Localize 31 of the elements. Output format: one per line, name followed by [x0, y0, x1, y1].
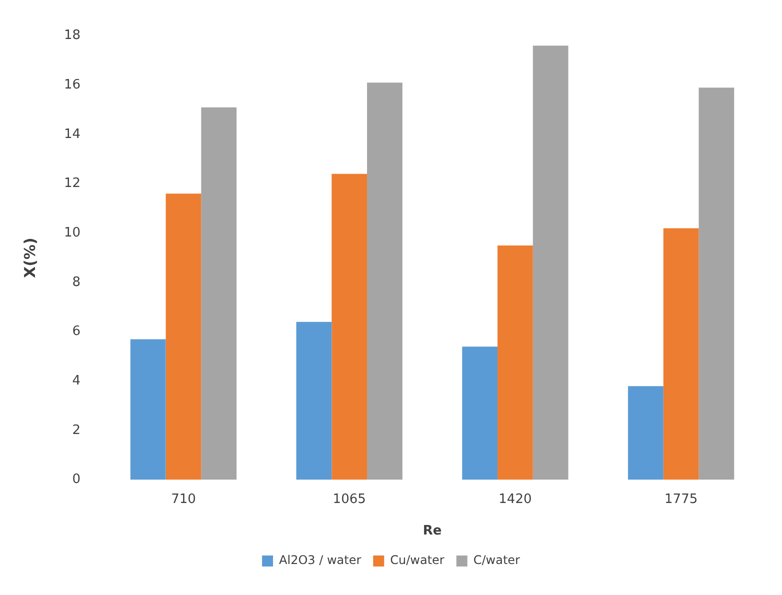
- bar: [663, 228, 699, 480]
- y-tick-label: 10: [64, 226, 81, 241]
- x-axis-title: Re: [422, 524, 442, 539]
- y-tick-label: 4: [72, 374, 81, 389]
- y-tick-label: 2: [72, 422, 81, 438]
- bar: [296, 322, 332, 480]
- x-tick-label: 1420: [498, 492, 532, 507]
- bar: [628, 386, 664, 480]
- bar: [201, 107, 237, 480]
- y-tick-label: 12: [64, 176, 81, 192]
- y-tick-label: 0: [72, 472, 81, 488]
- bar: [130, 339, 166, 480]
- bar: [698, 88, 734, 480]
- y-tick-label: 6: [72, 324, 81, 340]
- bar: [166, 194, 202, 480]
- y-tick-label: 16: [64, 78, 81, 93]
- bar: [367, 82, 402, 480]
- bar: [498, 245, 533, 480]
- y-tick-label: 18: [64, 28, 81, 44]
- bar: [332, 174, 368, 480]
- x-tick-label: 1065: [332, 492, 366, 507]
- y-tick-label: 8: [72, 274, 81, 290]
- x-tick-label: 1775: [664, 492, 698, 507]
- y-tick-label: 14: [64, 126, 81, 142]
- bar: [532, 46, 568, 480]
- legend-label: Al2O3 / water: [279, 553, 362, 568]
- legend-label: Cu/water: [390, 553, 444, 568]
- legend-label: C/water: [473, 553, 520, 568]
- x-tick-label: 710: [171, 492, 196, 507]
- y-axis-title: X(%): [20, 238, 39, 278]
- bar: [462, 346, 498, 480]
